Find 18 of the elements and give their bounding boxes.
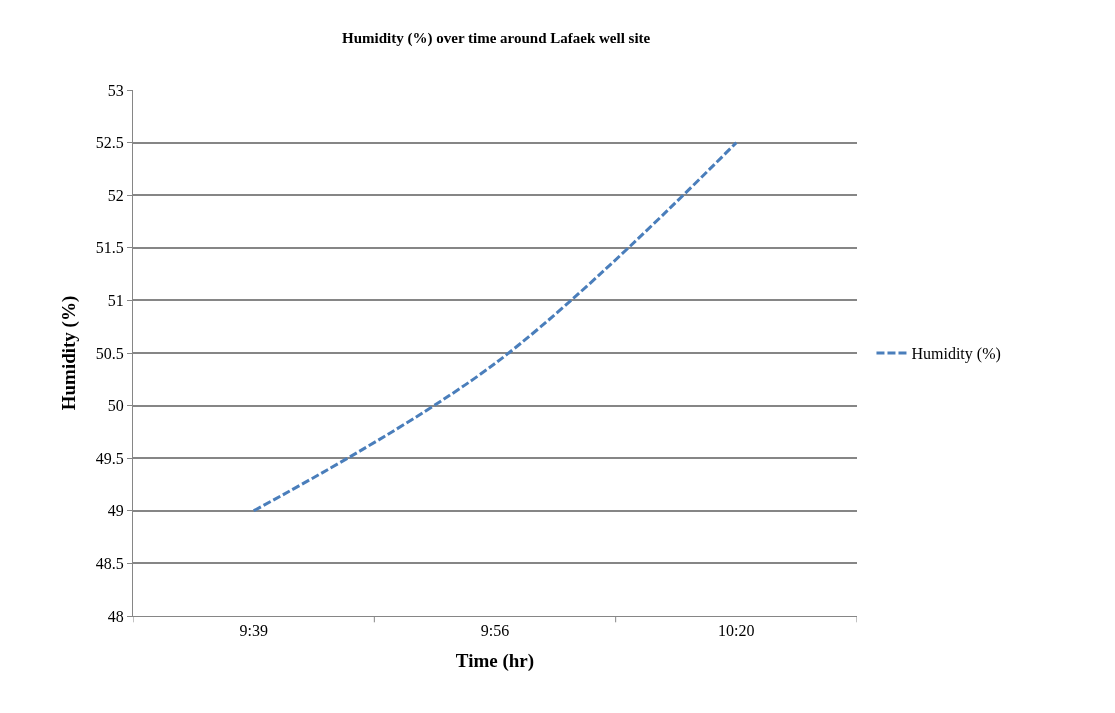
y-tick-label: 50 — [107, 397, 124, 415]
x-tick-label: 9:39 — [239, 622, 268, 640]
y-tick-label: 48.5 — [95, 555, 124, 572]
y-tick-label: 49 — [107, 502, 124, 520]
y-tick-label: 50.5 — [95, 344, 124, 362]
y-tick-label: 53 — [107, 81, 124, 99]
y-tick-label: 48 — [107, 607, 124, 625]
x-tick-label: 10:20 — [718, 622, 755, 640]
chart-title: Humidity (%) over time around Lafaek well site — [342, 29, 651, 47]
y-tick-label: 52.5 — [95, 134, 124, 152]
y-tick-label: 51 — [107, 292, 124, 309]
legend-label: Humidity (%) — [911, 345, 1001, 364]
y-tick-label: 49.5 — [95, 449, 124, 467]
y-axis-title: Humidity (%) — [57, 295, 80, 411]
x-tick-label: 9:56 — [480, 622, 510, 640]
y-tick-label: 52 — [107, 186, 124, 204]
x-axis-title: Time (hr) — [455, 650, 535, 672]
y-tick-label: 51.5 — [95, 239, 124, 257]
